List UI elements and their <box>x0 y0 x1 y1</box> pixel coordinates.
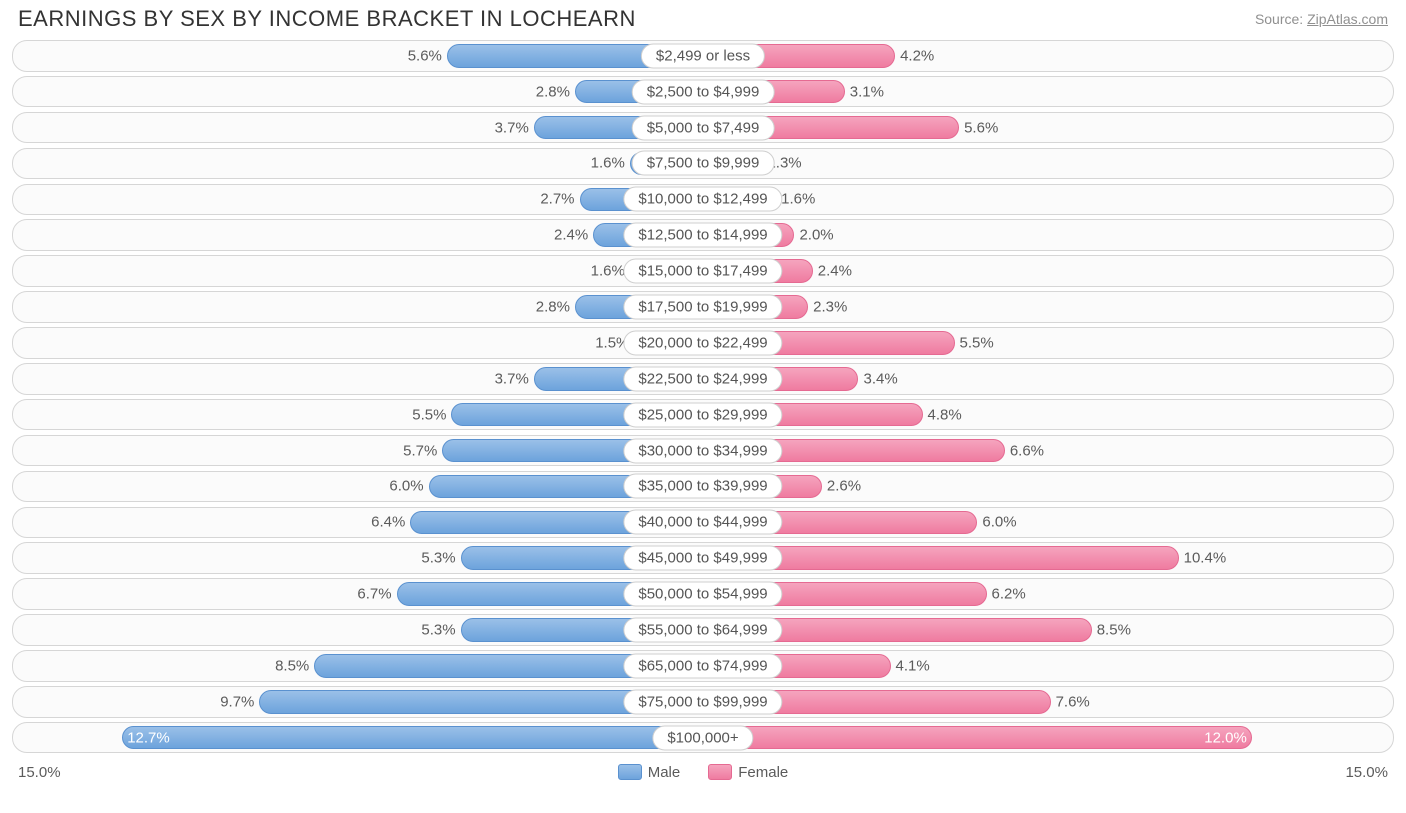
female-value-label: 2.4% <box>812 263 852 280</box>
legend-label-male: Male <box>648 764 681 781</box>
category-pill: $5,000 to $7,499 <box>632 115 775 140</box>
chart-row: 1.6%2.4%$15,000 to $17,499 <box>12 255 1394 287</box>
chart-area: 5.6% 4.2% $2,499 or less 2.8% 3.1% $2,500 to … <box>0 40 1406 753</box>
chart-row: 12.7% 12.0% $100,000+ <box>12 722 1394 754</box>
chart-row: 9.7% 7.6% $75,000 to $99,999 <box>12 686 1394 718</box>
source-prefix: Source: <box>1255 11 1307 27</box>
male-value-label: 3.7% <box>495 370 535 387</box>
category-pill: $2,499 or less <box>641 43 765 68</box>
male-value-label: 2.8% <box>536 83 576 100</box>
female-value-label: 8.5% <box>1091 622 1131 639</box>
female-value-label: 7.6% <box>1050 693 1090 710</box>
male-value-label: 2.7% <box>540 191 580 208</box>
male-value-label: 6.0% <box>389 478 429 495</box>
category-pill: $10,000 to $12,499 <box>623 187 782 212</box>
chart-row: 3.7% 3.4% $22,500 to $24,999 <box>12 363 1394 395</box>
female-value-label: 2.3% <box>807 298 847 315</box>
category-pill: $100,000+ <box>652 725 753 750</box>
chart-row: 5.6% 4.2% $2,499 or less <box>12 40 1394 72</box>
female-value-label: 5.6% <box>958 119 998 136</box>
chart-row: 3.7% 5.6% $5,000 to $7,499 <box>12 112 1394 144</box>
chart-row: 2.8% 2.3% $17,500 to $19,999 <box>12 291 1394 323</box>
source-link[interactable]: ZipAtlas.com <box>1307 11 1388 27</box>
chart-row: 2.7%1.6%$10,000 to $12,499 <box>12 184 1394 216</box>
male-value-label: 6.4% <box>371 514 411 531</box>
male-value-label: 6.7% <box>357 586 397 603</box>
chart-row: 8.5% 4.1% $65,000 to $74,999 <box>12 650 1394 682</box>
male-bar: 12.7% <box>122 726 703 750</box>
category-pill: $50,000 to $54,999 <box>623 582 782 607</box>
chart-row: 5.3% 10.4% $45,000 to $49,999 <box>12 542 1394 574</box>
female-value-label: 4.1% <box>890 657 930 674</box>
male-value-label: 8.5% <box>275 657 315 674</box>
category-pill: $12,500 to $14,999 <box>623 223 782 248</box>
chart-row: 5.3% 8.5% $55,000 to $64,999 <box>12 614 1394 646</box>
male-swatch-icon <box>618 764 642 780</box>
chart-row: 2.4% 2.0% $12,500 to $14,999 <box>12 219 1394 251</box>
female-value-label: 4.8% <box>922 406 962 423</box>
female-value-label: 2.0% <box>793 227 833 244</box>
chart-row: 5.5% 4.8% $25,000 to $29,999 <box>12 399 1394 431</box>
female-value-label: 12.0% <box>1204 729 1247 746</box>
category-pill: $22,500 to $24,999 <box>623 366 782 391</box>
female-value-label: 2.6% <box>821 478 861 495</box>
category-pill: $15,000 to $17,499 <box>623 259 782 284</box>
axis-max-right: 15.0% <box>1345 764 1388 781</box>
category-pill: $45,000 to $49,999 <box>623 546 782 571</box>
male-value-label: 12.7% <box>127 729 170 746</box>
female-value-label: 10.4% <box>1178 550 1227 567</box>
female-value-label: 5.5% <box>954 334 994 351</box>
female-value-label: 6.6% <box>1004 442 1044 459</box>
chart-row: 6.4% 6.0% $40,000 to $44,999 <box>12 507 1394 539</box>
male-value-label: 3.7% <box>495 119 535 136</box>
category-pill: $40,000 to $44,999 <box>623 510 782 535</box>
male-value-label: 5.7% <box>403 442 443 459</box>
chart-container: EARNINGS BY SEX BY INCOME BRACKET IN LOC… <box>0 0 1406 793</box>
legend: Male Female <box>61 764 1346 781</box>
legend-item-male: Male <box>618 764 681 781</box>
header: EARNINGS BY SEX BY INCOME BRACKET IN LOC… <box>0 0 1406 40</box>
source-attribution: Source: ZipAtlas.com <box>1255 11 1388 27</box>
chart-row: 2.8% 3.1% $2,500 to $4,999 <box>12 76 1394 108</box>
female-value-label: 3.1% <box>844 83 884 100</box>
chart-row: 6.0% 2.6% $35,000 to $39,999 <box>12 471 1394 503</box>
category-pill: $75,000 to $99,999 <box>623 689 782 714</box>
chart-row: 1.5%5.5%$20,000 to $22,499 <box>12 327 1394 359</box>
axis-max-left: 15.0% <box>18 764 61 781</box>
male-value-label: 2.8% <box>536 298 576 315</box>
chart-row: 1.6%1.3%$7,500 to $9,999 <box>12 148 1394 180</box>
category-pill: $55,000 to $64,999 <box>623 618 782 643</box>
male-value-label: 1.6% <box>591 155 631 172</box>
chart-row: 5.7% 6.6% $30,000 to $34,999 <box>12 435 1394 467</box>
legend-label-female: Female <box>738 764 788 781</box>
category-pill: $20,000 to $22,499 <box>623 330 782 355</box>
category-pill: $35,000 to $39,999 <box>623 474 782 499</box>
male-value-label: 5.5% <box>412 406 452 423</box>
female-value-label: 3.4% <box>857 370 897 387</box>
chart-footer: 15.0% Male Female 15.0% <box>0 758 1406 793</box>
female-value-label: 6.0% <box>976 514 1016 531</box>
legend-item-female: Female <box>708 764 788 781</box>
male-value-label: 2.4% <box>554 227 594 244</box>
chart-row: 6.7% 6.2% $50,000 to $54,999 <box>12 578 1394 610</box>
category-pill: $7,500 to $9,999 <box>632 151 775 176</box>
male-value-label: 9.7% <box>220 693 260 710</box>
category-pill: $2,500 to $4,999 <box>632 79 775 104</box>
male-value-label: 5.6% <box>408 47 448 64</box>
female-swatch-icon <box>708 764 732 780</box>
category-pill: $65,000 to $74,999 <box>623 653 782 678</box>
male-value-label: 5.3% <box>421 622 461 639</box>
female-value-label: 4.2% <box>894 47 934 64</box>
category-pill: $30,000 to $34,999 <box>623 438 782 463</box>
chart-title: EARNINGS BY SEX BY INCOME BRACKET IN LOC… <box>18 6 636 32</box>
category-pill: $17,500 to $19,999 <box>623 294 782 319</box>
category-pill: $25,000 to $29,999 <box>623 402 782 427</box>
male-value-label: 5.3% <box>421 550 461 567</box>
female-bar: 12.0% <box>703 726 1252 750</box>
female-value-label: 6.2% <box>986 586 1026 603</box>
